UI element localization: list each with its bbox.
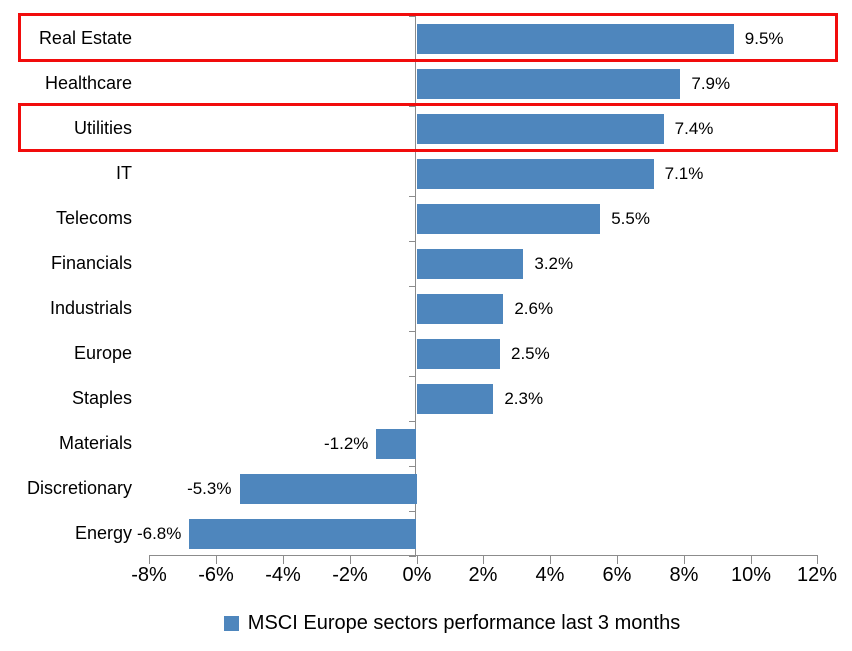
category-label-energy: Energy xyxy=(74,523,132,543)
value-label-europe: 2.5% xyxy=(511,344,550,363)
value-label-staples: 2.3% xyxy=(504,389,544,408)
category-label-it: IT xyxy=(116,163,132,183)
category-label-staples: Staples xyxy=(71,388,132,408)
category-axis-tick xyxy=(409,556,416,557)
value-axis-tick xyxy=(350,555,351,564)
value-label-telecoms: 5.5% xyxy=(611,209,650,228)
bar-financials xyxy=(416,248,524,279)
x-tick-label: 0% xyxy=(402,564,432,586)
category-axis-tick xyxy=(409,376,416,377)
x-tick-label: -8% xyxy=(131,564,167,586)
value-axis-tick xyxy=(283,555,284,564)
category-axis-tick xyxy=(409,61,416,62)
category-axis-tick xyxy=(409,196,416,197)
category-label-telecoms: Telecoms xyxy=(55,208,132,228)
category-label-real-estate: Real Estate xyxy=(38,28,132,48)
category-label-healthcare: Healthcare xyxy=(44,73,132,93)
category-axis-tick xyxy=(409,511,416,512)
legend-marker-square xyxy=(223,616,239,631)
value-axis-tick xyxy=(617,555,618,564)
x-tick-label: 10% xyxy=(730,564,772,586)
value-label-discretionary: -5.3% xyxy=(187,479,232,498)
value-label-real-estate: 9.5% xyxy=(744,29,784,48)
x-tick-label: 6% xyxy=(602,564,632,586)
value-label-industrials: 2.6% xyxy=(514,299,554,318)
value-axis-tick xyxy=(550,555,551,564)
x-tick-label: 8% xyxy=(669,564,699,586)
value-axis-tick xyxy=(417,555,418,564)
category-axis-tick xyxy=(409,151,416,152)
value-label-utilities: 7.4% xyxy=(674,119,714,138)
bar-materials xyxy=(376,428,417,459)
value-axis-tick xyxy=(817,555,818,564)
category-axis-tick xyxy=(409,466,416,467)
bar-telecoms xyxy=(416,203,601,234)
bar-industrials xyxy=(416,293,504,324)
category-label-utilities: Utilities xyxy=(73,118,132,138)
value-axis-tick xyxy=(684,555,685,564)
bar-real-estate xyxy=(416,23,734,54)
category-axis-tick xyxy=(409,16,416,17)
category-label-europe: Europe xyxy=(73,343,132,363)
value-axis-tick xyxy=(751,555,752,564)
value-label-materials: -1.2% xyxy=(324,434,369,453)
x-tick-label: 12% xyxy=(796,564,838,586)
value-axis-tick xyxy=(216,555,217,564)
bar-discretionary xyxy=(239,473,417,504)
bar-healthcare xyxy=(416,68,681,99)
x-tick-label: 4% xyxy=(535,564,565,586)
category-axis-tick xyxy=(409,421,416,422)
bar-it xyxy=(416,158,654,189)
bar-europe xyxy=(416,338,500,369)
x-tick-label: -2% xyxy=(332,564,368,586)
value-label-financials: 3.2% xyxy=(534,254,574,273)
x-tick-label: -4% xyxy=(265,564,301,586)
value-label-it: 7.1% xyxy=(664,164,704,183)
category-axis-tick xyxy=(409,241,416,242)
value-label-energy: -6.8% xyxy=(136,524,182,543)
bar-utilities xyxy=(416,113,664,144)
value-label-healthcare: 7.9% xyxy=(691,74,731,93)
bar-energy xyxy=(189,518,417,549)
x-tick-label: 2% xyxy=(468,564,498,586)
category-label-industrials: Industrials xyxy=(49,298,132,318)
category-label-discretionary: Discretionary xyxy=(26,478,132,498)
category-axis-tick xyxy=(409,286,416,287)
category-axis-tick xyxy=(409,331,416,332)
category-label-financials: Financials xyxy=(50,253,132,273)
legend-label: MSCI Europe sectors performance last 3 m… xyxy=(247,612,681,634)
bar-staples xyxy=(416,383,494,414)
category-axis-tick xyxy=(409,106,416,107)
value-axis-tick xyxy=(483,555,484,564)
legend: MSCI Europe sectors performance last 3 m… xyxy=(26,612,852,635)
category-axis-line xyxy=(415,16,416,555)
category-label-materials: Materials xyxy=(58,433,132,453)
x-tick-label: -6% xyxy=(198,564,234,586)
value-axis-tick xyxy=(149,555,150,564)
